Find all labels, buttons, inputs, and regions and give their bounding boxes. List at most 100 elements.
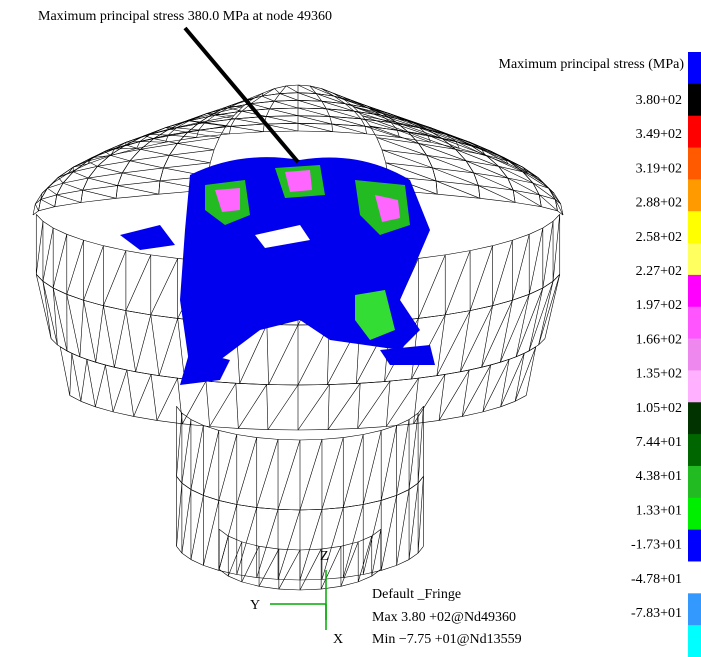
mesh-edge xyxy=(470,306,492,311)
mesh-edge xyxy=(177,483,182,546)
mesh-edge xyxy=(191,420,203,426)
mesh-edge xyxy=(358,383,360,428)
fem-view: Maximum principal stress 380.0 MPa at no… xyxy=(0,0,701,657)
legend-label: 7.44+01 xyxy=(636,435,682,450)
mesh-edge xyxy=(419,143,466,160)
legend-label: 2.58+02 xyxy=(636,230,682,245)
mesh-edge xyxy=(114,311,125,368)
mesh-edge xyxy=(543,221,553,228)
mesh-edge xyxy=(543,221,553,288)
mesh-edge xyxy=(157,420,182,423)
mesh-edge xyxy=(386,381,390,426)
mesh-edge xyxy=(333,132,367,134)
mesh-edge xyxy=(332,124,333,132)
mesh-edge xyxy=(238,385,266,429)
mesh-edge xyxy=(103,246,125,251)
mesh-edge xyxy=(433,168,437,181)
mesh-edge xyxy=(491,359,509,365)
mesh-edge xyxy=(418,476,423,483)
mesh-edge xyxy=(39,207,55,211)
mesh-edge xyxy=(259,549,279,586)
mesh-edge xyxy=(57,195,81,203)
mesh-edge xyxy=(437,194,480,198)
mesh-edge xyxy=(500,300,512,362)
mesh-edge xyxy=(358,381,390,428)
mesh-edge xyxy=(382,150,386,163)
mesh-edge xyxy=(70,353,72,395)
legend-label: 3.49+02 xyxy=(636,127,682,142)
color-swatch xyxy=(688,179,701,211)
mesh-edge xyxy=(263,89,274,93)
mesh-edge xyxy=(73,172,88,178)
mesh-edge xyxy=(182,490,191,554)
legend-label: -7.83+01 xyxy=(631,606,682,621)
mesh-edge xyxy=(140,141,165,142)
mesh-edge xyxy=(169,150,214,156)
mesh-edge xyxy=(35,204,38,211)
mesh-edge xyxy=(436,181,437,194)
color-swatch xyxy=(688,466,701,498)
mesh-edge xyxy=(437,315,445,376)
mesh-edge xyxy=(163,155,169,168)
mesh-edge xyxy=(83,186,118,191)
info-line: Min −7.75 +01@Nd13559 xyxy=(372,632,522,647)
legend-label: -4.78+01 xyxy=(631,572,682,587)
mesh-edge xyxy=(58,167,73,177)
mesh-edge xyxy=(88,178,117,186)
mesh-edge xyxy=(96,306,104,363)
mesh-edge xyxy=(418,255,445,319)
axis-triad: Z Y X xyxy=(250,549,343,647)
color-swatch xyxy=(688,148,701,180)
mesh-edge xyxy=(363,430,381,504)
mesh-edge xyxy=(268,385,298,430)
mesh-edge xyxy=(257,578,278,580)
mesh-edge xyxy=(365,126,366,134)
mesh-edge xyxy=(118,173,123,186)
color-swatch xyxy=(688,307,701,339)
mesh-edge xyxy=(462,412,483,417)
mesh-edge xyxy=(280,94,298,101)
mesh-edge xyxy=(445,370,469,374)
mesh-edge xyxy=(501,359,509,406)
mesh-edge xyxy=(515,353,524,401)
mesh-edge xyxy=(298,131,333,132)
mesh-edge xyxy=(263,124,264,132)
mesh-edge xyxy=(512,294,529,300)
mesh-edge xyxy=(182,483,191,489)
mesh-edge xyxy=(214,138,219,150)
color-swatch xyxy=(688,84,701,116)
mesh-edge xyxy=(329,383,360,384)
mesh-edge xyxy=(237,505,257,508)
mesh-edge xyxy=(136,315,151,372)
mesh-edge xyxy=(358,426,387,428)
mesh-edge xyxy=(160,168,164,181)
mesh-edge xyxy=(418,546,423,553)
color-swatch xyxy=(688,434,701,466)
mesh-edge xyxy=(140,149,169,155)
legend-label: 1.05+02 xyxy=(636,401,682,416)
mesh-edge xyxy=(418,476,423,553)
mesh-edge xyxy=(116,186,118,199)
mesh-edge xyxy=(270,109,298,116)
legend-label: 3.80+02 xyxy=(636,93,682,108)
mesh-edge xyxy=(231,119,235,127)
mesh-edge xyxy=(43,221,53,228)
axis-x: X xyxy=(333,632,343,647)
mesh-edge xyxy=(386,378,418,426)
mesh-edge xyxy=(409,483,418,559)
mesh-edge xyxy=(481,149,508,164)
mesh-edge xyxy=(103,306,125,311)
mesh-edge xyxy=(334,96,368,108)
mesh-edge xyxy=(43,228,53,281)
mesh-edge xyxy=(103,306,114,368)
mesh-edge xyxy=(97,166,122,173)
mesh-edge xyxy=(168,135,196,137)
mesh-edge xyxy=(298,116,332,124)
axis-z: Z xyxy=(320,549,329,564)
mesh-edge xyxy=(515,347,536,401)
mesh-edge xyxy=(526,347,536,395)
mesh-edge xyxy=(191,425,203,489)
mesh-edge xyxy=(269,325,298,385)
mesh-edge xyxy=(480,198,515,202)
mesh-edge xyxy=(238,428,268,429)
